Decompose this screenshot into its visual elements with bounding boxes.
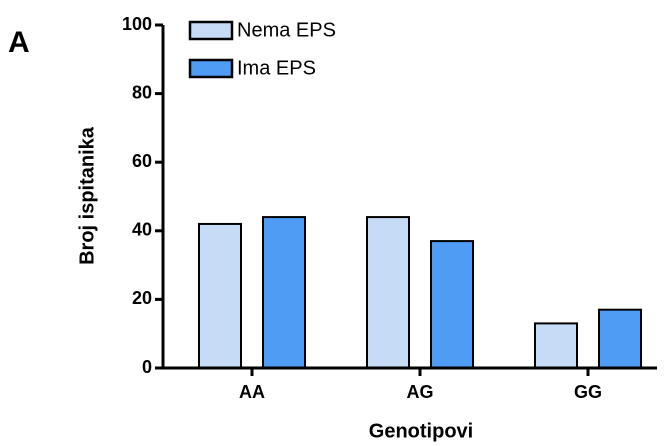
- bar: [262, 216, 306, 369]
- y-tick-label: 20: [132, 288, 152, 308]
- x-tick-label: GG: [574, 382, 602, 402]
- bar: [198, 222, 242, 369]
- legend-swatch: [188, 58, 234, 79]
- bar: [430, 240, 474, 369]
- y-tick-label: 0: [142, 357, 152, 377]
- y-tick-label: 100: [122, 14, 152, 34]
- y-tick-label: 60: [132, 151, 152, 171]
- y-axis-label: Broj ispitanika: [76, 126, 98, 265]
- legend-label: Nema EPS: [237, 19, 336, 41]
- x-tick-label: AG: [407, 382, 434, 402]
- legend-swatch: [188, 20, 234, 41]
- panel-label: A: [8, 26, 30, 59]
- bar: [366, 216, 410, 369]
- x-tick-label: AA: [239, 382, 265, 402]
- y-tick-label: 40: [132, 220, 152, 240]
- bar: [598, 308, 642, 370]
- legend-label: Ima EPS: [237, 57, 316, 79]
- x-axis-label: Genotipovi: [369, 420, 473, 442]
- bar: [534, 322, 578, 370]
- y-tick-label: 80: [132, 82, 152, 102]
